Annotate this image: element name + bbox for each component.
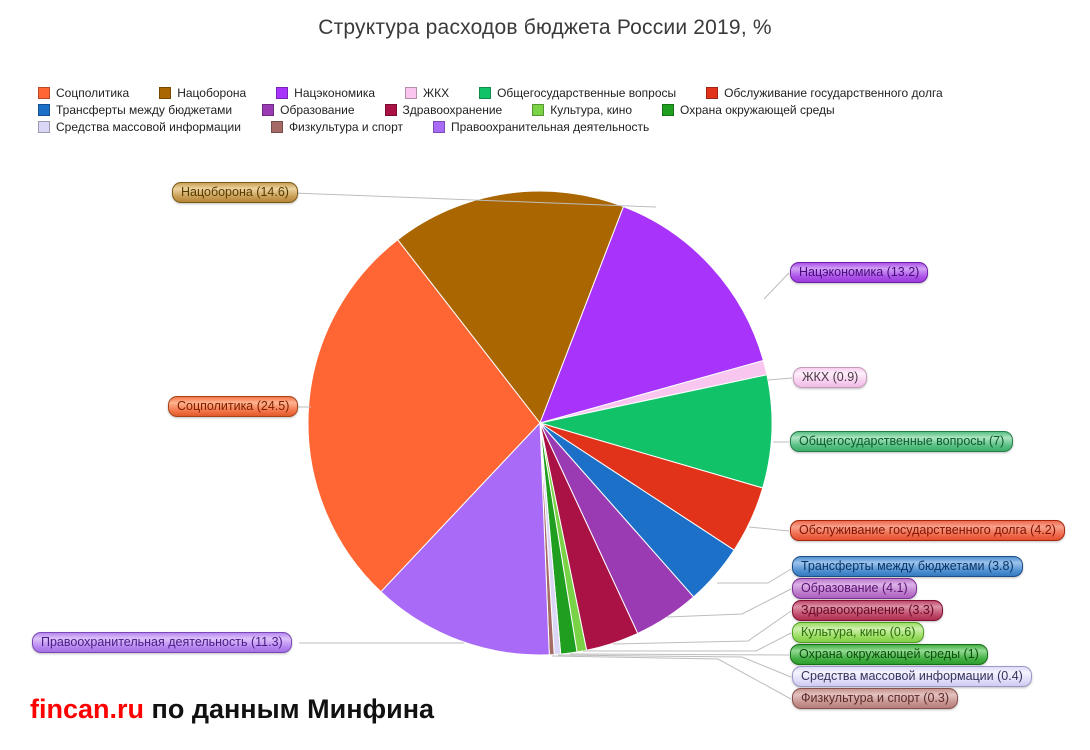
callout-label: Трансферты между бюджетами (3.8) xyxy=(792,556,1023,577)
legend-swatch-icon xyxy=(706,87,719,99)
legend-label: Общегосударственные вопросы xyxy=(497,86,677,100)
callout-label: Соцполитика (24.5) xyxy=(168,396,299,417)
legend-item: Нацэкономика xyxy=(276,86,375,100)
legend-label: Трансферты между бюджетами xyxy=(56,103,233,117)
legend-label: Физкультура и спорт xyxy=(288,120,403,134)
callout-label: Охрана окружающей среды (1) xyxy=(790,644,988,665)
legend-label: Нацэкономика xyxy=(294,86,376,100)
legend-label: Средства массовой информации xyxy=(56,120,241,134)
legend-swatch-icon xyxy=(532,104,545,116)
callout-label: Средства массовой информации (0.4) xyxy=(792,666,1032,687)
legend-swatch-icon xyxy=(38,121,50,133)
pie-slice-3 xyxy=(539,206,764,424)
legend-swatch-icon xyxy=(38,87,50,99)
leader-line xyxy=(292,192,657,208)
callout-label: Нацоборона (14.6) xyxy=(172,182,298,203)
leader-line xyxy=(767,377,793,381)
source-line: fincan.ru по данным Минфина xyxy=(30,694,434,725)
legend-swatch-icon xyxy=(479,87,492,99)
callout-label: Здравоохранение (3.3) xyxy=(792,600,944,621)
legend-item: Средства массовой информации xyxy=(38,120,241,134)
leader-line xyxy=(551,655,792,700)
legend-item: Обслуживание государственного долга xyxy=(706,86,943,100)
legend-label: ЖКХ xyxy=(423,86,450,100)
legend-item: Общегосударственные вопросы xyxy=(479,86,676,100)
source-text: по данным Минфина xyxy=(144,694,435,724)
legend-swatch-icon xyxy=(662,104,675,116)
leader-line xyxy=(569,653,790,656)
legend-label: Нацоборона xyxy=(177,86,247,100)
callout-label: Обслуживание государственного долга (4.2… xyxy=(790,520,1065,541)
legend-swatch-icon xyxy=(405,87,418,99)
leader-line xyxy=(763,272,790,300)
legend-item: Образование xyxy=(262,103,355,117)
legend-item: Физкультура и спорт xyxy=(270,120,403,134)
callout-label: Культура, кино (0.6) xyxy=(792,622,925,643)
legend-swatch-icon xyxy=(38,104,50,116)
pie-slice-1 xyxy=(307,239,541,593)
legend-item: Правоохранительная деятельность xyxy=(433,120,649,134)
callout-label: Правоохранительная деятельность (11.3) xyxy=(32,632,292,653)
legend-label: Охрана окружающей среды xyxy=(680,103,835,117)
legend-label: Здравоохранение xyxy=(402,103,503,117)
legend-item: Нацоборона xyxy=(159,86,246,100)
legend-swatch-icon xyxy=(270,121,283,133)
callout-label: Общегосударственные вопросы (7) xyxy=(790,431,1014,452)
leader-line xyxy=(557,654,792,678)
leader-line xyxy=(612,610,792,645)
legend-item: Культура, кино xyxy=(532,103,632,117)
legend-label: Образование xyxy=(280,103,355,117)
callout-label: ЖКХ (0.9) xyxy=(793,367,868,388)
leader-line xyxy=(748,526,790,532)
chart-title: Структура расходов бюджета России 2019, … xyxy=(318,16,772,39)
legend-swatch-icon xyxy=(433,121,445,133)
legend-item: Трансферты между бюджетами xyxy=(38,103,232,117)
brand-logo: fincan.ru xyxy=(30,694,145,724)
legend-label: Соцполитика xyxy=(56,86,130,100)
leader-line xyxy=(583,632,792,652)
legend-item: ЖКХ xyxy=(405,86,449,100)
callout-label: Нацэкономика (13.2) xyxy=(790,262,929,283)
legend-swatch-icon xyxy=(262,104,275,116)
legend-label: Обслуживание государственного долга xyxy=(724,86,943,100)
pie-slice-2 xyxy=(397,190,624,424)
legend-row: Средства массовой информации Физкультура … xyxy=(38,120,1058,134)
legend-row: Соцполитика Нацоборона Нацэкономика ЖКХ Обще… xyxy=(38,86,1058,100)
legend-swatch-icon xyxy=(159,87,172,99)
pie-slice-14 xyxy=(380,422,550,656)
leader-line xyxy=(717,568,792,584)
pie-slice-5 xyxy=(539,374,773,489)
legend-item: Соцполитика xyxy=(38,86,129,100)
legend-item: Охрана окружающей среды xyxy=(662,103,835,117)
legend-swatch-icon xyxy=(384,104,397,116)
legend-item: Здравоохранение xyxy=(384,103,503,117)
legend: Соцполитика Нацоборона Нацэкономика ЖКХ Обще… xyxy=(38,86,1058,134)
legend-label: Правоохранительная деятельность xyxy=(451,120,650,134)
legend-swatch-icon xyxy=(276,87,289,99)
callout-label: Физкультура и спорт (0.3) xyxy=(792,688,958,709)
legend-row: Трансферты между бюджетами Образование Здр… xyxy=(38,103,1058,117)
legend-label: Культура, кино xyxy=(550,103,633,117)
callout-label: Образование (4.1) xyxy=(792,578,917,599)
leader-line xyxy=(666,588,792,618)
